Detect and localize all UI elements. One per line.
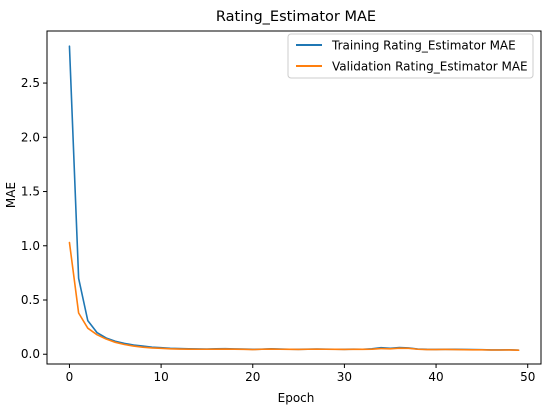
series-layer: [68, 45, 520, 352]
legend-label-validation: Validation Rating_Estimator MAE: [332, 60, 528, 74]
series-line-validation: [68, 241, 520, 352]
y-axis-label: MAE: [4, 182, 18, 208]
x-tick-label: 10: [153, 370, 168, 384]
y-tick-label: 0.0: [21, 347, 40, 361]
y-tick-label: 2.5: [21, 76, 40, 90]
legend-box: [287, 33, 534, 79]
legend-label-training: Training Rating_Estimator MAE: [331, 39, 516, 53]
y-axis-ticks: 0.0 0.5 1.0 1.5 2.0 2.5: [21, 76, 47, 361]
plot-frame: [46, 30, 542, 365]
x-tick-label: 20: [245, 370, 260, 384]
y-tick-label: 0.5: [21, 293, 40, 307]
chart-title: Rating_Estimator MAE: [216, 9, 376, 25]
x-tick-label: 30: [337, 370, 352, 384]
legend: Training Rating_Estimator MAE Validation…: [287, 33, 534, 79]
x-tick-label: 40: [428, 370, 443, 384]
x-tick-label: 0: [66, 370, 74, 384]
plot-area: [46, 30, 542, 365]
x-axis-label: Epoch: [278, 391, 315, 405]
x-axis-ticks: 0 10 20 30 40 50: [66, 364, 535, 384]
x-tick-label: 50: [520, 370, 535, 384]
y-tick-label: 1.5: [21, 185, 40, 199]
y-tick-label: 1.0: [21, 239, 40, 253]
y-tick-label: 2.0: [21, 130, 40, 144]
